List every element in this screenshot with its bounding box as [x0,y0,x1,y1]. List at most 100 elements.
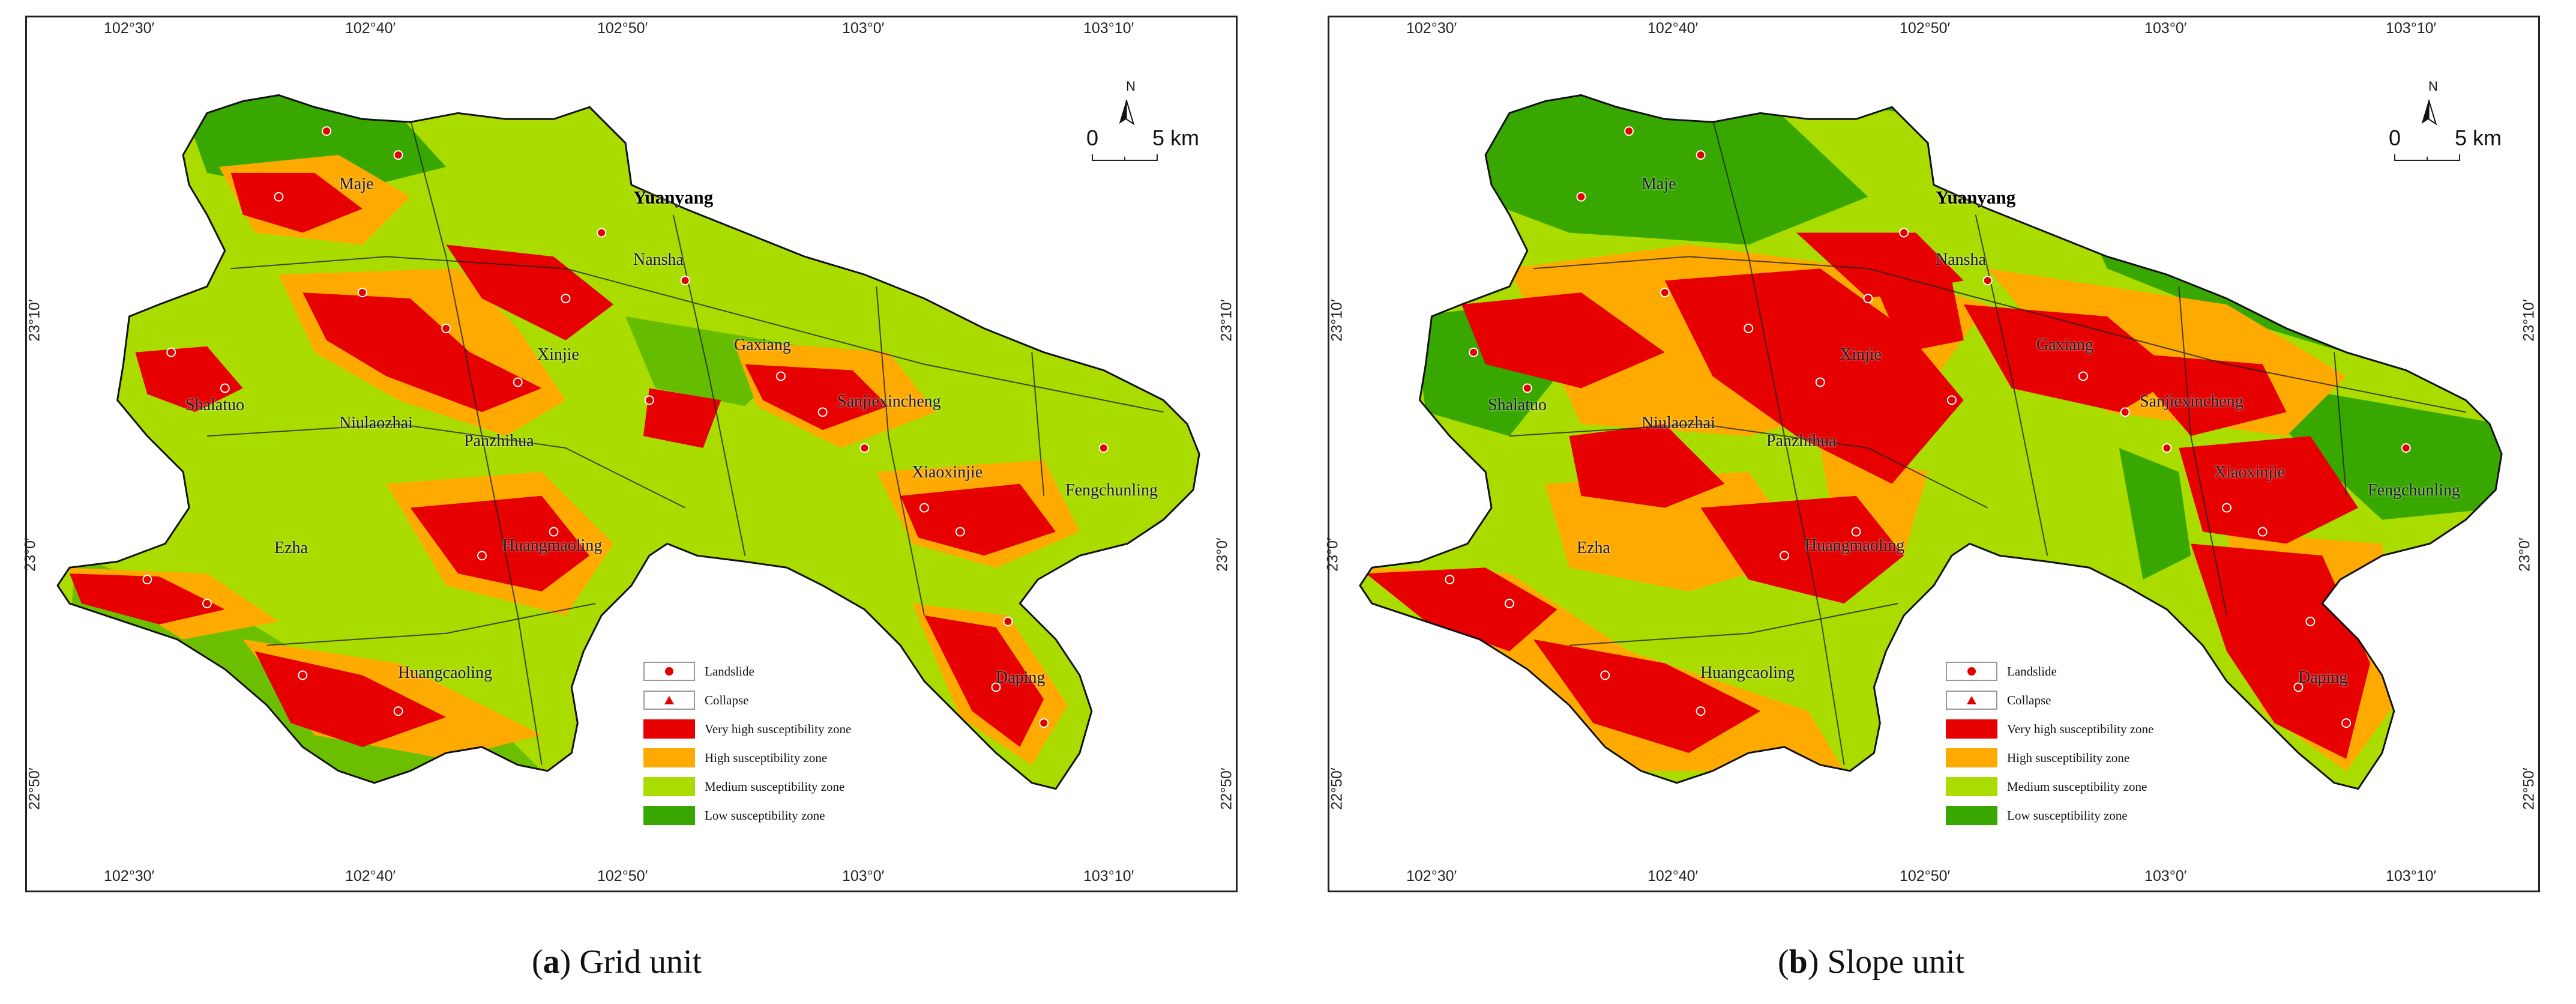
lat-tick-right: 23°0′ [1214,537,1231,572]
lat-tick-right: 22°50′ [2520,767,2538,810]
legend-swatch [643,806,695,825]
legend-swatch [1946,777,1997,796]
lon-tick-top: 102°40′ [345,20,396,37]
scale-bar: N 0 5 km [1086,79,1230,174]
place-label: Huangmaoling [1805,536,1905,555]
place-label: Fengchunling [2368,481,2460,500]
legend-item-collapse: Collapse [643,689,749,712]
lat-tick-left: 23°0′ [1324,537,1341,572]
lon-tick-top: 103°0′ [842,20,885,37]
place-label: Yuanyang [633,187,714,208]
landslide-dot-icon [1946,662,1997,681]
lat-tick-left: 23°0′ [22,537,39,572]
legend-item-collapse: Collapse [1946,689,2051,712]
lon-tick-bottom: 102°50′ [1900,868,1951,885]
lon-tick-top: 103°0′ [2144,20,2187,37]
place-label: Nansha [633,250,684,269]
lat-tick-right: 22°50′ [1218,767,1235,810]
collapse-triangle-icon [643,691,695,710]
lat-tick-left: 23°10′ [26,299,43,342]
lon-tick-bottom: 103°0′ [2144,868,2187,885]
place-label: Shalatuo [1488,396,1547,414]
legend-item-landslide: Landslide [1946,660,2057,683]
legend-item-high: High susceptibility zone [643,746,827,769]
legend-item-medium: Medium susceptibility zone [643,775,844,798]
place-label: Daping [996,668,1046,687]
lat-tick-left: 23°10′ [1328,299,1346,342]
lon-tick-top: 102°40′ [1648,20,1699,37]
map-panel-slope-unit: 102°30′ 102°40′ 102°50′ 103°0′ 103°10′ 1… [1324,16,2540,892]
place-label: Shalatuo [185,396,244,414]
lon-tick-bottom: 103°10′ [2386,868,2437,885]
legend-item-high: High susceptibility zone [1946,746,2129,769]
place-label: Xinjie [537,345,579,364]
caption-text: Grid unit [571,943,702,981]
legend-item-landslide: Landslide [643,660,754,683]
scale-bar: N 0 5 km [2389,79,2533,174]
legend-swatch [1946,719,1997,739]
north-label: N [2428,79,2438,94]
place-label: Sanjiexincheng [2140,392,2243,411]
caption-text: Slope unit [1819,943,1965,981]
place-label: Maje [1642,175,1676,193]
place-label: Huangcaoling [1700,664,1795,682]
caption-slope-unit: (b) Slope unit [1778,943,1965,981]
lon-tick-bottom: 103°0′ [842,868,885,885]
place-label: Gaxiang [734,336,791,354]
lon-tick-bottom: 103°10′ [1083,868,1134,885]
lon-tick-top: 102°50′ [1900,20,1951,37]
place-label: Xinjie [1840,345,1882,364]
lon-tick-bottom: 102°30′ [104,868,155,885]
lon-tick-bottom: 102°40′ [345,868,396,885]
caption-letter: a [543,943,560,981]
place-label: Niulaozhai [1642,414,1715,432]
lon-tick-bottom: 102°30′ [1406,868,1457,885]
susceptibility-map [56,94,1200,790]
legend-swatch [643,748,695,767]
place-label: Yuanyang [1936,187,2016,208]
collapse-triangle-icon [1946,691,1997,710]
legend-item-medium: Medium susceptibility zone [1946,775,2147,798]
lon-tick-top: 102°30′ [104,20,155,37]
place-label: Panzhihua [1766,432,1837,450]
place-label: Fengchunling [1065,481,1158,500]
north-arrow-icon [1119,100,1135,126]
place-label: Ezha [274,539,308,557]
lat-tick-right: 23°10′ [1218,299,1235,342]
place-label: Maje [339,175,374,193]
legend-swatch [1946,748,1997,767]
lat-tick-right: 23°10′ [2520,299,2538,342]
place-label: Gaxiang [2036,336,2093,354]
lon-tick-top: 103°10′ [2386,20,2437,37]
place-label: Daping [2298,668,2348,687]
legend-item-low: Low susceptibility zone [1946,804,2128,827]
lon-tick-top: 102°50′ [597,20,648,37]
place-label: Panzhihua [464,432,534,450]
map-panel-grid-unit: 102°30′ 102°40′ 102°50′ 103°0′ 103°10′ 1… [22,16,1238,892]
lon-tick-bottom: 102°40′ [1648,868,1699,885]
lon-tick-bottom: 102°50′ [597,868,648,885]
scale-zero-label: 0 [2389,126,2401,150]
scale-bar-line [2394,154,2460,161]
legend-item-very-high: Very high susceptibility zone [1946,718,2153,740]
place-label: Ezha [1577,539,1610,557]
lon-tick-top: 103°10′ [1083,20,1134,37]
place-label: Nansha [1936,250,1986,269]
legend-swatch [643,777,695,796]
scale-distance-label: 5 km [2455,126,2502,150]
lat-tick-right: 23°0′ [2516,537,2533,572]
place-label: Sanjiexincheng [837,392,941,411]
scale-zero-label: 0 [1086,126,1099,150]
north-arrow-icon [2421,100,2437,126]
susceptibility-map [1359,94,2503,790]
legend-item-very-high: Very high susceptibility zone [643,718,851,740]
lon-tick-top: 102°30′ [1406,20,1457,37]
legend-item-low: Low susceptibility zone [643,804,825,827]
legend-swatch [643,719,695,739]
landslide-dot-icon [643,662,695,681]
lat-tick-left: 22°50′ [1328,767,1346,810]
place-label: Huangmaoling [502,536,603,555]
scale-bar-line [1092,154,1158,161]
scale-distance-label: 5 km [1152,126,1200,150]
caption-letter: b [1789,943,1808,981]
